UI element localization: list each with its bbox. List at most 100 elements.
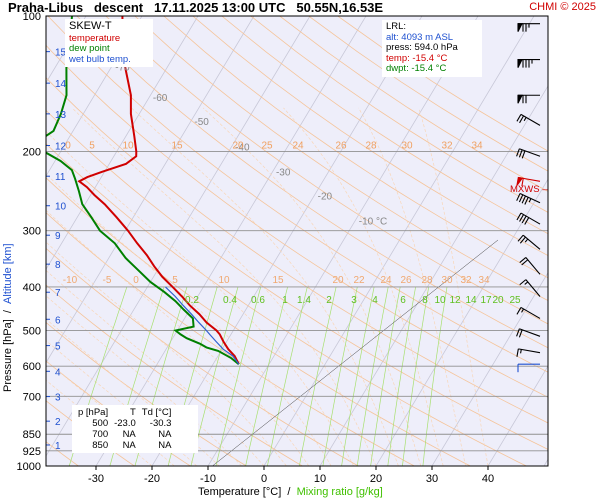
lrl-press: press: 594.0 hPa bbox=[386, 42, 458, 54]
x-axis-label: Temperature [°C] / Mixing ratio [g/kg] bbox=[198, 486, 383, 498]
dry-adiabat-label: 30 bbox=[401, 140, 413, 151]
altitude-tick-label: 12 bbox=[55, 142, 67, 153]
mixing-ratio-label: 17 bbox=[480, 295, 492, 306]
dry-adiabat bbox=[105, 16, 548, 325]
table-cell: NA bbox=[158, 429, 172, 440]
reference-line bbox=[212, 239, 499, 466]
mixing-ratio-label: 1.4 bbox=[297, 295, 311, 306]
mixing-ratio-label: 10 bbox=[434, 295, 446, 306]
legend-wetbulb: wet bulb temp. bbox=[69, 53, 131, 65]
lrl-box: LRL: alt: 4093 m ASL press: 594.0 hPa te… bbox=[382, 20, 482, 77]
wind-barb-feather bbox=[516, 348, 519, 357]
isotherm-line bbox=[151, 16, 423, 466]
altitude-tick-label: 3 bbox=[55, 393, 61, 404]
moist-adiabat-label: 22 bbox=[353, 275, 365, 286]
wind-barb-staff bbox=[522, 234, 541, 250]
mixing-ratio-label: 2 bbox=[326, 295, 332, 306]
table-row: 700 NA NA bbox=[75, 429, 174, 440]
legend-dewpoint: dew point bbox=[69, 43, 110, 54]
wind-barb-feather bbox=[524, 217, 530, 225]
series-line-dew-point bbox=[46, 16, 240, 365]
wind-barb bbox=[516, 192, 541, 205]
isotherm-line bbox=[319, 85, 548, 466]
mixing-ratio-label: 12 bbox=[449, 295, 461, 306]
wind-barb-feather bbox=[518, 329, 523, 338]
dry-adiabat-label: 32 bbox=[441, 140, 453, 151]
series-line-wet-bulb-temp- bbox=[164, 286, 240, 365]
mixing-ratio-label: 8 bbox=[422, 295, 428, 306]
moist-adiabat-label: -10 bbox=[63, 275, 78, 286]
table-cell: NA bbox=[158, 440, 172, 451]
dry-adiabat-label: 24 bbox=[292, 140, 304, 151]
altitude-tick-label: 6 bbox=[55, 315, 61, 326]
moist-adiabat-label: 20 bbox=[332, 275, 344, 286]
table-cell: -30.3 bbox=[149, 418, 172, 429]
levels-header-p: p [hPa] bbox=[78, 407, 109, 418]
wind-barb bbox=[517, 59, 540, 68]
dry-adiabat-label: 5 bbox=[89, 140, 95, 151]
wind-barb-feather bbox=[516, 328, 520, 337]
dry-adiabat bbox=[163, 16, 548, 279]
wind-barb-half-feather bbox=[524, 238, 529, 243]
temp-tick-label: 0 bbox=[261, 473, 267, 485]
wind-barb bbox=[516, 176, 541, 187]
wind-barb-feather bbox=[519, 257, 527, 264]
mixing-ratio-label: 20 bbox=[492, 295, 504, 306]
temp-tick-label: -30 bbox=[88, 473, 104, 485]
dry-adiabat bbox=[192, 16, 548, 257]
wind-barb-feather bbox=[518, 194, 524, 203]
wind-barb-feather bbox=[519, 115, 525, 124]
isotherm-label: -20 bbox=[318, 192, 333, 203]
y-axis-label: Pressure [hPa] / Altitude [km] bbox=[2, 243, 14, 392]
legend-temperature: temperature bbox=[69, 32, 121, 44]
wind-barb-feather bbox=[516, 114, 522, 122]
levels-table-header: p [hPa] T Td [°C] bbox=[75, 407, 174, 418]
temp-tick-label: 30 bbox=[426, 473, 438, 485]
chart-title: Praha-Libus descent 17.11.2025 13:00 UTC… bbox=[8, 0, 384, 15]
dry-adiabat-label: 10 bbox=[122, 140, 134, 151]
dry-adiabat bbox=[47, 16, 548, 373]
dry-adiabat-label: 15 bbox=[171, 140, 183, 151]
temp-tick-label: -20 bbox=[144, 473, 160, 485]
moist-adiabat bbox=[131, 107, 399, 466]
moist-adiabat-label: 34 bbox=[478, 275, 490, 286]
dry-adiabat bbox=[76, 16, 548, 349]
altitude-tick-label: 2 bbox=[55, 417, 61, 428]
wind-barb-feather bbox=[519, 236, 526, 244]
isotherm-line bbox=[95, 16, 367, 466]
wind-barb bbox=[519, 279, 541, 297]
wind-barb-flag bbox=[516, 176, 524, 186]
pressure-tick-label: 600 bbox=[23, 361, 41, 373]
moist-adiabat bbox=[202, 107, 422, 466]
pressure-tick-label: 1000 bbox=[17, 461, 41, 473]
isotherm-line bbox=[431, 271, 548, 466]
pressure-tick-label: 850 bbox=[23, 429, 41, 441]
legend-title: SKEW-T bbox=[69, 20, 112, 32]
dry-adiabat bbox=[250, 16, 548, 213]
mixing-ratio-label: 1 bbox=[282, 295, 288, 306]
wind-barb-flag bbox=[517, 94, 523, 104]
temp-tick-label: 20 bbox=[370, 473, 382, 485]
table-cell: 850 bbox=[92, 440, 109, 451]
altitude-tick-label: 10 bbox=[55, 202, 67, 213]
dry-adiabat-label: 25 bbox=[261, 140, 273, 151]
altitude-tick-label: 1 bbox=[55, 441, 61, 452]
moist-adiabat-label: 28 bbox=[421, 275, 433, 286]
dry-adiabat-label: 0 bbox=[65, 140, 71, 151]
isotherm-label: -40 bbox=[235, 143, 250, 154]
lrl-temp: temp: -15.4 °C bbox=[386, 52, 448, 64]
table-cell: 500 bbox=[92, 418, 109, 429]
mixing-ratio-label: 14 bbox=[465, 295, 477, 306]
altitude-tick-label: 8 bbox=[55, 260, 61, 271]
pressure-tick-label: 400 bbox=[23, 282, 41, 294]
pressure-tick-label: 500 bbox=[23, 326, 41, 338]
wind-barb bbox=[516, 328, 541, 338]
altitude-tick-label: 13 bbox=[55, 110, 67, 121]
wind-barb-feather bbox=[516, 148, 520, 157]
wind-barb-feather bbox=[521, 178, 524, 187]
wind-barb-feather bbox=[519, 214, 525, 222]
altitude-tick-label: 9 bbox=[55, 231, 61, 242]
wind-barb bbox=[517, 94, 540, 104]
wind-barb-half-feather bbox=[528, 198, 532, 203]
